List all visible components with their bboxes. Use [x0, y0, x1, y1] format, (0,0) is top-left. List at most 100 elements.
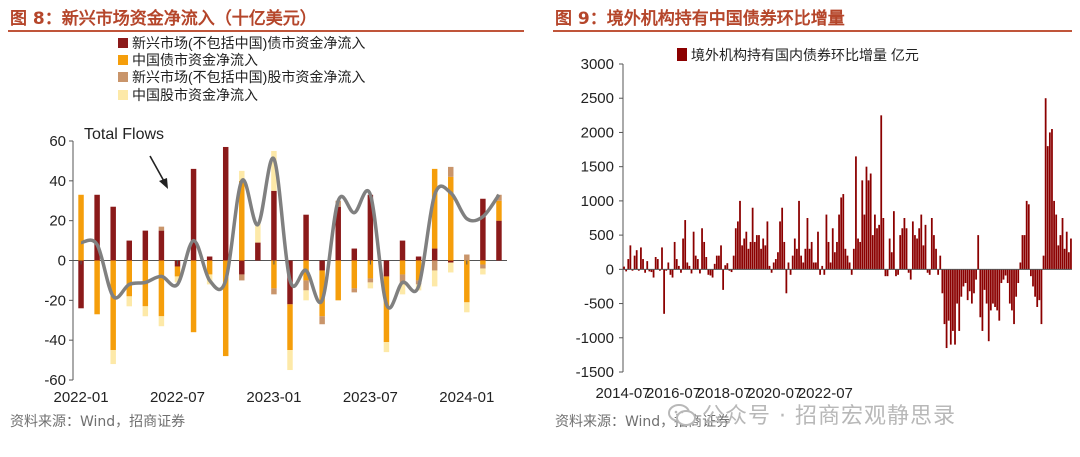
right-title-rule — [553, 30, 1072, 32]
stacked-bar-segment — [239, 180, 245, 261]
increment-bar — [652, 269, 655, 278]
right-y-tick-label: -1500 — [576, 364, 614, 381]
increment-bar — [846, 255, 849, 270]
increment-bar — [956, 269, 959, 304]
increment-bar — [937, 269, 940, 275]
increment-bar — [682, 238, 684, 270]
increment-bar — [711, 269, 714, 278]
increment-bar — [994, 269, 996, 307]
increment-bar — [935, 248, 937, 270]
annotation-arrow-head — [159, 178, 168, 189]
stacked-bar-segment — [319, 260, 325, 271]
increment-bar — [928, 269, 931, 275]
increment-bar — [1044, 98, 1047, 270]
stacked-bar-segment — [351, 260, 358, 289]
stacked-bar-segment — [142, 306, 149, 317]
increment-bar — [770, 269, 773, 273]
stacked-bar-segment — [351, 248, 358, 261]
stacked-bar-segment — [287, 304, 293, 351]
increment-bar — [833, 252, 836, 270]
increment-bar — [985, 269, 988, 304]
right-figure-title: 图 9：境外机构持有中国债券环比增量 — [555, 9, 845, 29]
stacked-bar-segment — [271, 150, 277, 191]
increment-bar — [644, 269, 647, 273]
increment-bar — [926, 269, 929, 273]
increment-bar — [819, 269, 821, 275]
increment-bar — [758, 235, 760, 270]
increment-bar — [724, 265, 727, 270]
increment-bar — [920, 214, 923, 270]
increment-bar — [675, 259, 678, 270]
increment-bar — [677, 265, 680, 270]
increment-bar — [1006, 269, 1009, 284]
right-x-tick-label: 2014-07 — [595, 385, 650, 402]
increment-bar — [707, 269, 710, 275]
increment-bar — [646, 261, 649, 270]
stacked-bar-segment — [335, 260, 341, 301]
left-x-tick-label: 2024-01 — [439, 389, 494, 406]
increment-bar — [793, 238, 796, 270]
increment-bar — [808, 248, 811, 270]
increment-bar — [823, 269, 826, 275]
increment-bar — [1070, 238, 1072, 270]
increment-bar — [1032, 269, 1034, 287]
increment-bar — [859, 241, 862, 270]
increment-bar — [741, 245, 743, 270]
increment-bar — [1042, 255, 1045, 270]
increment-bar — [905, 228, 908, 270]
increment-bar — [654, 257, 657, 270]
increment-bar — [699, 269, 701, 274]
increment-bar — [1013, 269, 1015, 325]
increment-bar — [867, 180, 870, 270]
increment-bar — [779, 221, 781, 270]
increment-bar — [857, 238, 859, 270]
increment-bar — [987, 269, 990, 342]
wechat-icon — [668, 404, 696, 426]
increment-bar — [663, 269, 665, 314]
increment-bar — [1011, 269, 1013, 311]
stacked-bar-segment — [303, 290, 309, 301]
increment-bar — [941, 269, 944, 294]
increment-bar — [772, 262, 775, 270]
increment-bar — [855, 156, 857, 270]
increment-bar — [952, 269, 954, 331]
stacked-bar-segment — [383, 276, 390, 343]
stacked-bar-segment — [190, 168, 197, 261]
stacked-bar-segment — [480, 198, 486, 261]
increment-bar — [966, 269, 969, 301]
stacked-bar-segment — [367, 260, 374, 279]
stacked-bar-segment — [335, 206, 341, 261]
increment-bar — [783, 241, 786, 270]
increment-bar — [890, 252, 893, 270]
increment-bar — [945, 269, 948, 349]
increment-bar — [914, 235, 916, 270]
stacked-bar-segment — [415, 256, 422, 261]
increment-bar — [1021, 235, 1024, 270]
increment-bar — [975, 269, 977, 280]
increment-bar — [631, 269, 634, 271]
increment-bar — [895, 269, 897, 277]
increment-bar — [1061, 218, 1064, 270]
increment-bar — [878, 224, 881, 270]
increment-bar — [692, 231, 695, 270]
increment-bar — [962, 269, 965, 287]
increment-bar — [863, 214, 866, 270]
increment-bar — [892, 211, 895, 270]
increment-bar — [671, 269, 674, 278]
increment-bar — [1051, 129, 1053, 270]
stacked-bar-segment — [206, 256, 213, 261]
increment-bar — [943, 269, 946, 325]
increment-bar — [827, 241, 830, 270]
increment-bar — [642, 259, 644, 270]
stacked-bar-segment — [464, 302, 470, 313]
increment-bar — [760, 248, 762, 270]
stacked-bar-segment — [448, 176, 454, 261]
increment-bar — [762, 238, 765, 270]
increment-bar — [673, 241, 676, 270]
stacked-bar-segment — [319, 270, 325, 317]
right-chart: -1500 -1000 -500 0 500 1000 1500 2000 2500 3000 20… — [576, 47, 1072, 402]
increment-bar — [749, 241, 752, 270]
stacked-bar-segment — [158, 260, 165, 317]
increment-bar — [886, 269, 889, 277]
stacked-bar-segment — [206, 260, 213, 275]
